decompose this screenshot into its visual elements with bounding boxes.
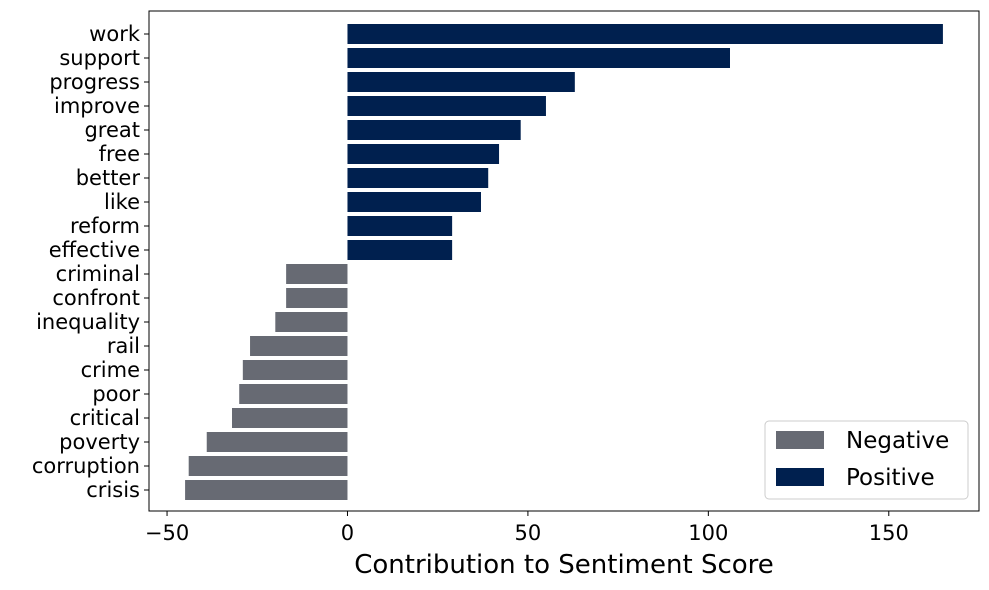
y-tick-label-support: support bbox=[59, 46, 140, 70]
bar-effective bbox=[347, 240, 453, 260]
y-tick-label-crisis: crisis bbox=[86, 478, 140, 502]
bar-poverty bbox=[206, 432, 348, 452]
y-tick-label-inequality: inequality bbox=[36, 310, 140, 334]
bar-work bbox=[347, 24, 943, 44]
bar-improve bbox=[347, 96, 546, 116]
bar-great bbox=[347, 120, 521, 140]
y-tick-label-like: like bbox=[104, 190, 140, 214]
y-tick-label-poor: poor bbox=[92, 382, 140, 406]
bar-progress bbox=[347, 72, 575, 92]
bar-corruption bbox=[188, 456, 348, 476]
y-tick-label-poverty: poverty bbox=[59, 430, 140, 454]
x-tick-label: −50 bbox=[145, 521, 189, 545]
bar-crisis bbox=[185, 480, 348, 500]
legend-label-negative: Negative bbox=[846, 428, 949, 454]
y-tick-label-improve: improve bbox=[54, 94, 140, 118]
bar-poor bbox=[239, 384, 348, 404]
x-tick-label: 100 bbox=[688, 521, 728, 545]
y-tick-label-criminal: criminal bbox=[56, 262, 140, 286]
y-tick-label-reform: reform bbox=[70, 214, 140, 238]
y-tick-label-great: great bbox=[84, 118, 140, 142]
y-tick-label-progress: progress bbox=[49, 70, 140, 94]
legend: Negative Positive bbox=[764, 420, 969, 500]
legend-swatch-negative bbox=[776, 431, 824, 449]
bar-confront bbox=[286, 288, 348, 308]
plot-frame bbox=[148, 10, 980, 512]
y-tick-label-free: free bbox=[99, 142, 140, 166]
y-tick-label-better: better bbox=[76, 166, 141, 190]
bar-critical bbox=[232, 408, 348, 428]
x-tick-label: 150 bbox=[869, 521, 909, 545]
y-axis-ticks: worksupportprogressimprovegreatfreebette… bbox=[32, 22, 149, 502]
bar-like bbox=[347, 192, 481, 212]
y-tick-label-critical: critical bbox=[70, 406, 140, 430]
bar-crime bbox=[242, 360, 348, 380]
y-tick-label-corruption: corruption bbox=[32, 454, 140, 478]
bar-rail bbox=[250, 336, 348, 356]
bar-free bbox=[347, 144, 500, 164]
legend-swatch-positive bbox=[776, 468, 824, 486]
bar-better bbox=[347, 168, 489, 188]
y-tick-label-confront: confront bbox=[52, 286, 140, 310]
x-axis-ticks: −50 0 50 100 150 bbox=[145, 511, 909, 545]
bar-inequality bbox=[275, 312, 348, 332]
bar-reform bbox=[347, 216, 453, 236]
bars-group bbox=[185, 24, 943, 500]
y-tick-label-rail: rail bbox=[107, 334, 140, 358]
legend-label-positive: Positive bbox=[846, 465, 935, 491]
y-tick-label-effective: effective bbox=[49, 238, 140, 262]
bar-support bbox=[347, 48, 730, 68]
y-tick-label-crime: crime bbox=[81, 358, 140, 382]
y-tick-label-work: work bbox=[89, 22, 141, 46]
bar-criminal bbox=[286, 264, 348, 284]
x-axis-title: Contribution to Sentiment Score bbox=[354, 550, 774, 580]
x-tick-label: 0 bbox=[341, 521, 354, 545]
x-tick-label: 50 bbox=[515, 521, 542, 545]
